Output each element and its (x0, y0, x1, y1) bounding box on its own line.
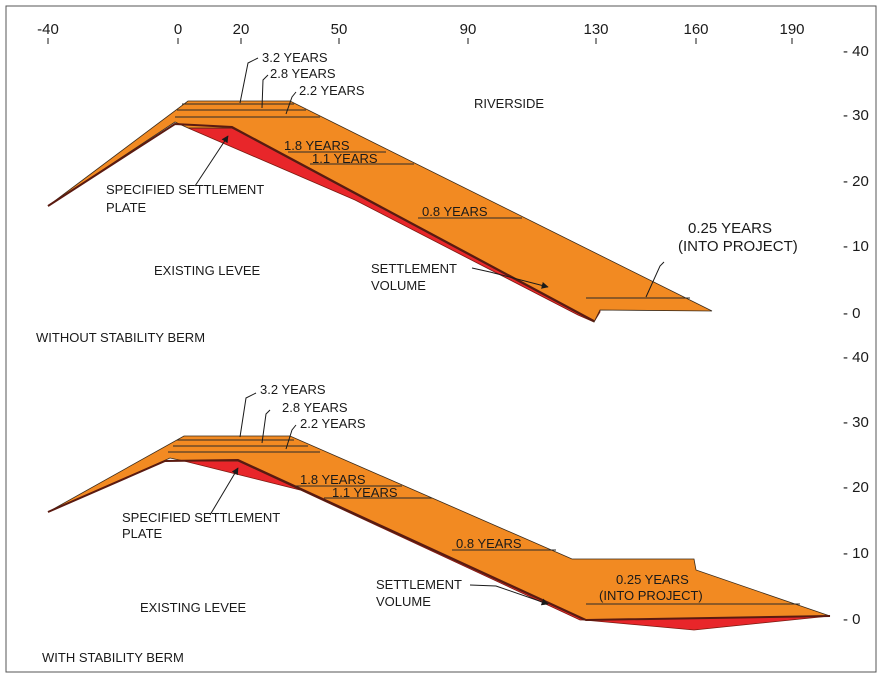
label-2-2-years: 2.2 YEARS (299, 83, 365, 98)
leader-0-25-years (645, 261, 665, 298)
existing-levee-line (47, 122, 595, 322)
x-tick-label: 130 (583, 21, 608, 38)
label-0-8-years: 0.8 YEARS (422, 204, 488, 219)
panel-without-berm: 3.2 YEARS 2.8 YEARS 2.2 YEARS RIVERSIDE … (36, 50, 798, 345)
levee-fill-shape (47, 435, 831, 621)
y-tick-label: - 30 (843, 414, 869, 431)
label-riverside: RIVERSIDE (474, 96, 544, 111)
label-1-8-years: 1.8 YEARS (284, 138, 350, 153)
label-1-1-years: 1.1 YEARS (332, 485, 398, 500)
x-tick-label: 50 (331, 21, 348, 38)
label-2-2-years: 2.2 YEARS (300, 416, 366, 431)
label-settlement-line2: VOLUME (371, 278, 426, 293)
label-0-8-years: 0.8 YEARS (456, 536, 522, 551)
x-tick-label: 0 (174, 21, 182, 38)
y-tick-label: - 20 (843, 173, 869, 190)
x-axis: -40 0 20 50 90 130 160 190 (37, 21, 805, 44)
caption-with-berm: WITH STABILITY BERM (42, 650, 184, 665)
label-2-8-years: 2.8 YEARS (282, 400, 348, 415)
x-tick-label: 160 (683, 21, 708, 38)
leader-3-2-years (239, 392, 257, 438)
caption-without-berm: WITHOUT STABILITY BERM (36, 330, 205, 345)
x-tick-label: 20 (233, 21, 250, 38)
label-plate-line2: PLATE (106, 200, 147, 215)
leader-3-2-years (239, 57, 259, 104)
y-tick-label: - 10 (843, 238, 869, 255)
lift-lines (175, 103, 690, 299)
leader-2-8-years (261, 74, 269, 109)
label-settlement-line1: SETTLEMENT (376, 577, 462, 592)
plate-arrow (209, 467, 239, 516)
label-settlement-line1: SETTLEMENT (371, 261, 457, 276)
label-plate-line1: SPECIFIED SETTLEMENT (122, 510, 280, 525)
label-existing-levee: EXISTING LEVEE (140, 600, 247, 615)
y-tick-label: - 40 (843, 43, 869, 60)
label-existing-levee: EXISTING LEVEE (154, 263, 261, 278)
settlement-volume-arrow (469, 584, 549, 606)
x-tick-label: -40 (37, 21, 59, 38)
label-0-25-years: 0.25 YEARS (616, 572, 689, 587)
y-axis-top: - 40 - 30 - 20 - 10 - 0 (843, 43, 869, 322)
y-tick-label: - 0 (843, 611, 861, 628)
leader-2-8-years (261, 409, 271, 444)
y-tick-label: - 20 (843, 479, 869, 496)
x-tick-label: 190 (779, 21, 804, 38)
label-1-1-years: 1.1 YEARS (312, 151, 378, 166)
y-tick-label: - 30 (843, 107, 869, 124)
label-1-8-years: 1.8 YEARS (300, 472, 366, 487)
label-3-2-years: 3.2 YEARS (260, 382, 326, 397)
label-into-project: (INTO PROJECT) (678, 238, 798, 255)
y-tick-label: - 0 (843, 305, 861, 322)
settlement-volume-arrow (471, 267, 549, 289)
panel-with-berm: 3.2 YEARS 2.8 YEARS 2.2 YEARS 1.8 YEARS … (42, 382, 831, 665)
existing-levee-line (47, 458, 831, 622)
label-settlement-line2: VOLUME (376, 594, 431, 609)
label-2-8-years: 2.8 YEARS (270, 66, 336, 81)
label-0-25-years: 0.25 YEARS (688, 220, 772, 237)
y-tick-label: - 10 (843, 545, 869, 562)
outer-border (5, 5, 877, 673)
label-into-project: (INTO PROJECT) (599, 588, 703, 603)
y-axis-bottom: - 40 - 30 - 20 - 10 - 0 (843, 349, 869, 628)
leader-2-2-years (285, 424, 297, 450)
label-3-2-years: 3.2 YEARS (262, 50, 328, 65)
lift-lines (168, 439, 800, 605)
leader-2-2-years (285, 91, 297, 115)
label-plate-line1: SPECIFIED SETTLEMENT (106, 182, 264, 197)
y-tick-label: - 40 (843, 349, 869, 366)
x-tick-label: 90 (460, 21, 477, 38)
plate-arrow (194, 135, 229, 187)
label-plate-line2: PLATE (122, 526, 163, 541)
